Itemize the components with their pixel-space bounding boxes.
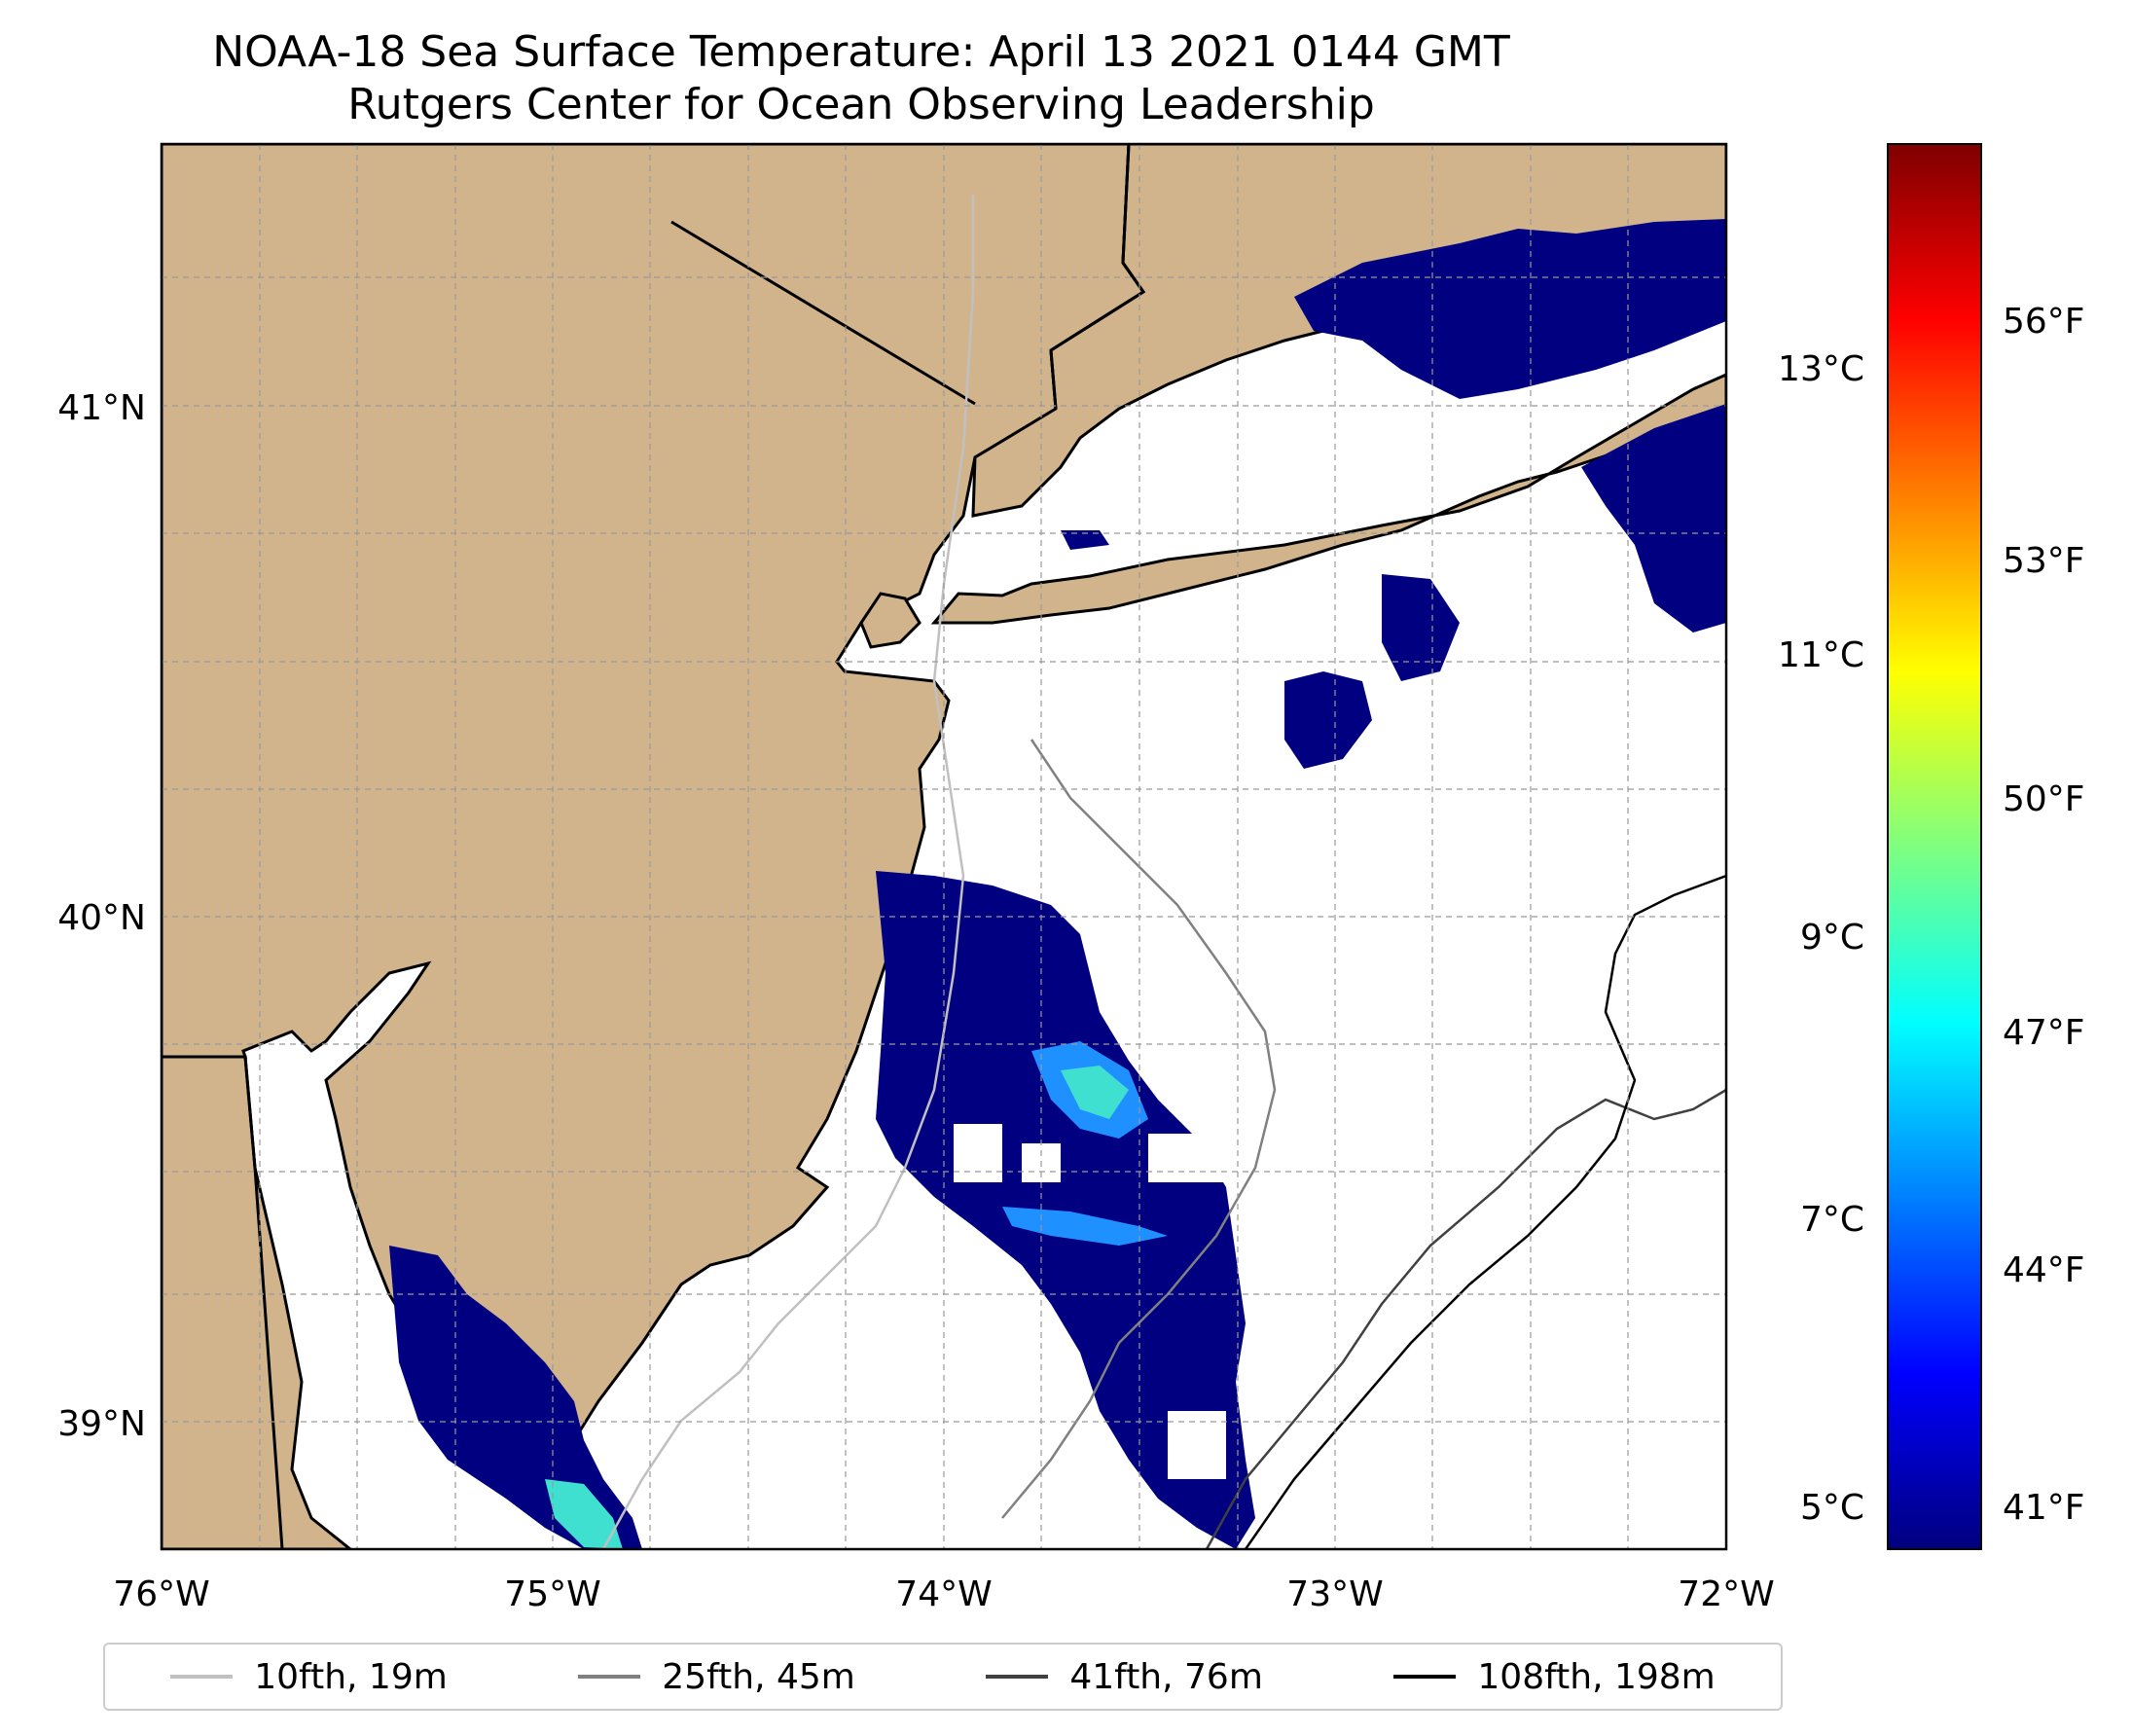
map-title: NOAA-18 Sea Surface Temperature: April 1… bbox=[212, 27, 1510, 77]
colorbar-celsius-label: 7°C bbox=[1800, 1200, 1864, 1240]
colorbar-celsius-label: 5°C bbox=[1800, 1488, 1864, 1528]
lat-axis: 41°N 40°N 39°N bbox=[57, 388, 146, 1444]
legend-label: 10fth, 19m bbox=[254, 1656, 448, 1697]
lat-tick-label: 40°N bbox=[57, 898, 146, 938]
lon-tick-label: 75°W bbox=[504, 1574, 600, 1614]
colorbar-fahrenheit-label: 56°F bbox=[2003, 302, 2085, 342]
lon-tick-label: 76°W bbox=[113, 1574, 209, 1614]
gridlines bbox=[162, 144, 1726, 1549]
land-staten-island bbox=[859, 592, 921, 649]
sst-patch-cyan-2 bbox=[1061, 1066, 1129, 1119]
isobath-legend: 10fth, 19m 25fth, 45m 41fth, 76m 108fth,… bbox=[103, 1643, 1783, 1711]
colorbar-fahrenheit-label: 53°F bbox=[2003, 541, 2085, 581]
isobath-41fth bbox=[1205, 1088, 1726, 1549]
sst-patch-delaware-bay bbox=[389, 1246, 642, 1549]
lon-tick-label: 74°W bbox=[895, 1574, 992, 1614]
sst-patch-cyan-3 bbox=[1002, 1207, 1168, 1246]
legend-item: 41fth, 76m bbox=[986, 1657, 1263, 1697]
legend-line-108fth bbox=[1393, 1675, 1457, 1679]
sst-patch-long-island-sound bbox=[1294, 219, 1726, 399]
legend-line-25fth bbox=[578, 1675, 641, 1679]
colorbar-fahrenheit-label: 47°F bbox=[2003, 1013, 2085, 1053]
colorbar-bar bbox=[1887, 143, 1982, 1550]
lat-tick-label: 41°N bbox=[57, 388, 146, 428]
sst-warm-patches bbox=[545, 1041, 1168, 1549]
map-frame bbox=[160, 142, 1728, 1551]
legend-item: 10fth, 19m bbox=[170, 1657, 448, 1697]
colorbar-celsius-label: 9°C bbox=[1800, 918, 1864, 958]
lon-tick-label: 73°W bbox=[1286, 1574, 1383, 1614]
colorbar: 13°C 11°C 9°C 7°C 5°C 56°F 53°F 50°F 47°… bbox=[1778, 143, 2085, 1550]
colorbar-fahrenheit-label: 44°F bbox=[2003, 1250, 2085, 1290]
missing-gap-3 bbox=[1148, 1134, 1226, 1182]
legend-label: 41fth, 76m bbox=[1069, 1656, 1263, 1697]
sst-patch-cyan-4 bbox=[545, 1479, 623, 1549]
colorbar-fahrenheit-label: 41°F bbox=[2003, 1488, 2085, 1528]
legend-line-41fth bbox=[986, 1675, 1049, 1679]
colorbar-celsius-label: 13°C bbox=[1778, 349, 1864, 389]
sst-patch-offshore-1 bbox=[1284, 671, 1372, 769]
isobath-25fth bbox=[1001, 739, 1277, 1519]
sst-patch-hudson-canyon bbox=[876, 871, 1255, 1549]
isobath-10fth bbox=[601, 195, 975, 1549]
colorbar-celsius-label: 11°C bbox=[1778, 635, 1864, 675]
sst-patch-block-island bbox=[1581, 404, 1726, 633]
missing-gap-4 bbox=[1168, 1411, 1226, 1479]
map-area bbox=[162, 144, 1726, 1549]
land-new-jersey-pennsylvania bbox=[162, 144, 1146, 1483]
legend-label: 108fth, 198m bbox=[1477, 1656, 1716, 1697]
isobaths bbox=[601, 195, 1726, 1549]
colorbar-fahrenheit-label: 50°F bbox=[2003, 779, 2085, 819]
lon-tick-label: 72°W bbox=[1678, 1574, 1774, 1614]
sst-patch-offshore-3 bbox=[1061, 530, 1109, 550]
isobath-108fth bbox=[1244, 874, 1726, 1549]
map-subtitle: Rutgers Center for Ocean Observing Leade… bbox=[347, 80, 1375, 129]
land-long-island bbox=[930, 373, 1726, 625]
legend-item: 108fth, 198m bbox=[1393, 1656, 1716, 1697]
legend-line-10fth bbox=[170, 1675, 234, 1679]
sst-patch-offshore-2 bbox=[1382, 574, 1460, 681]
state-border-ny-pa bbox=[1049, 144, 1146, 410]
lat-tick-label: 39°N bbox=[57, 1404, 146, 1444]
state-border-ny-nj bbox=[670, 220, 976, 406]
legend-item: 25fth, 45m bbox=[578, 1657, 855, 1697]
sst-data bbox=[389, 219, 1726, 1549]
lon-axis: 76°W 75°W 74°W 73°W 72°W bbox=[113, 1574, 1774, 1614]
missing-gap-1 bbox=[954, 1124, 1002, 1182]
legend-label: 25fth, 45m bbox=[662, 1656, 855, 1697]
state-border-de-md bbox=[162, 1055, 284, 1549]
